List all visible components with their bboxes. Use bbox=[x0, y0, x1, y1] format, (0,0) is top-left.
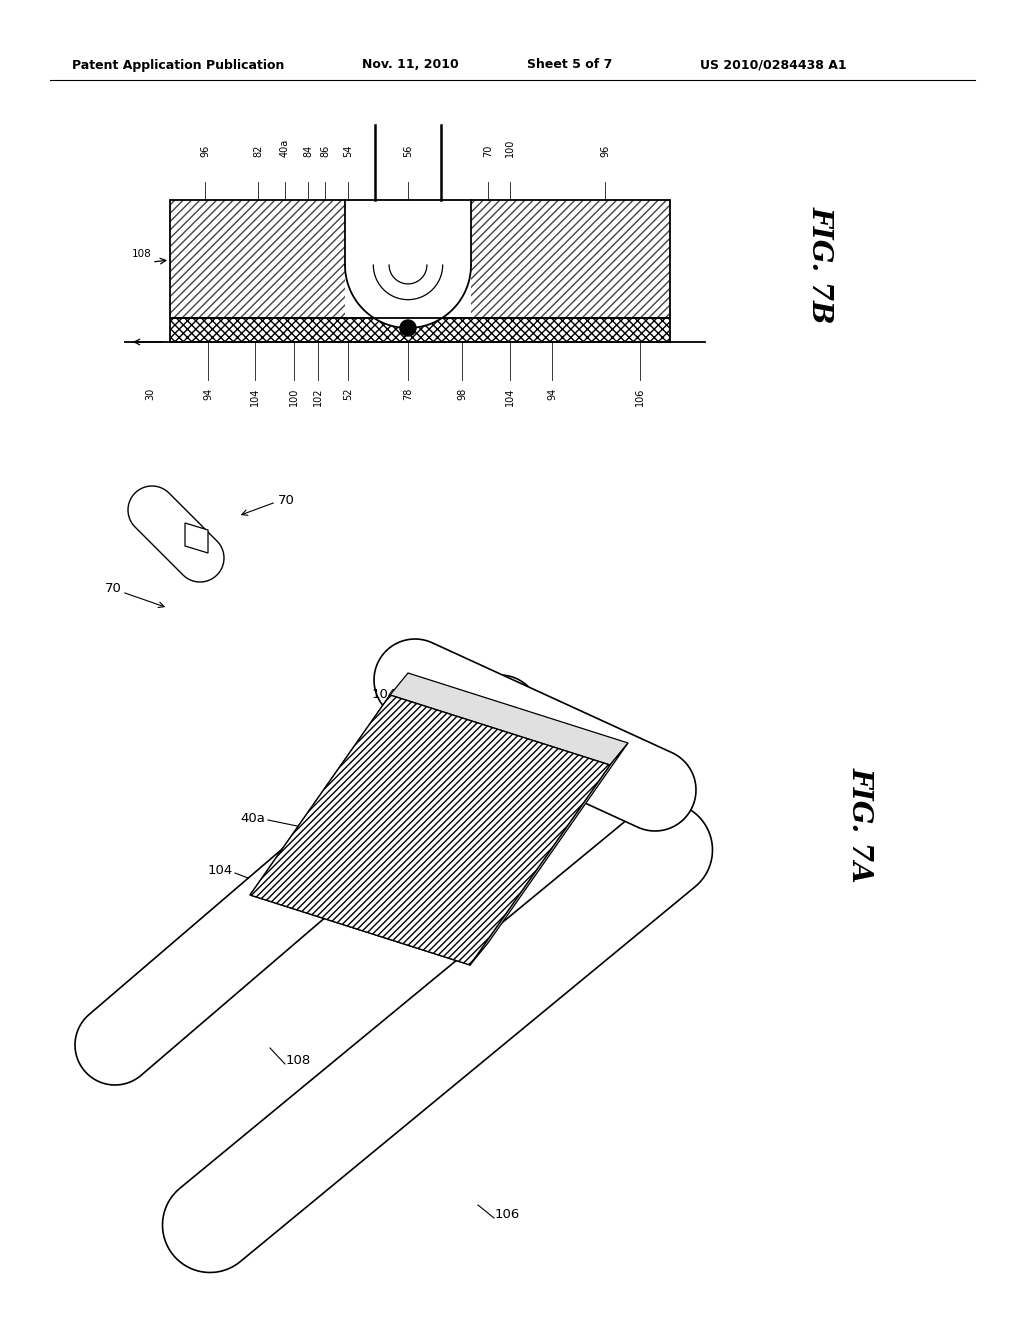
Text: 94: 94 bbox=[547, 388, 557, 400]
Text: 102: 102 bbox=[313, 388, 323, 407]
Text: 70: 70 bbox=[483, 145, 493, 157]
Polygon shape bbox=[250, 696, 610, 965]
Text: 70: 70 bbox=[278, 494, 295, 507]
Text: 52: 52 bbox=[343, 388, 353, 400]
Text: FIG. 7B: FIG. 7B bbox=[807, 206, 834, 323]
Text: 86: 86 bbox=[319, 145, 330, 157]
Polygon shape bbox=[374, 639, 696, 832]
Text: 54: 54 bbox=[343, 145, 353, 157]
Text: FIG. 7A: FIG. 7A bbox=[847, 767, 873, 883]
Text: 96: 96 bbox=[200, 145, 210, 157]
Text: 104: 104 bbox=[372, 689, 397, 701]
Polygon shape bbox=[185, 523, 208, 553]
Text: 30: 30 bbox=[145, 388, 155, 400]
Bar bbox=[471, 201, 670, 318]
Polygon shape bbox=[345, 201, 471, 327]
Text: US 2010/0284438 A1: US 2010/0284438 A1 bbox=[700, 58, 847, 71]
Text: 100: 100 bbox=[289, 388, 299, 407]
Text: 108: 108 bbox=[132, 249, 152, 259]
Polygon shape bbox=[250, 696, 610, 965]
Text: 98: 98 bbox=[457, 388, 467, 400]
Polygon shape bbox=[128, 486, 224, 582]
Text: 96: 96 bbox=[600, 145, 610, 157]
Text: 84: 84 bbox=[303, 145, 313, 157]
Text: 70: 70 bbox=[105, 582, 122, 594]
Bar bbox=[170, 318, 670, 342]
Polygon shape bbox=[390, 673, 628, 766]
Text: 100: 100 bbox=[505, 139, 515, 157]
Polygon shape bbox=[75, 675, 540, 1085]
Bar bbox=[345, 318, 471, 327]
Text: Patent Application Publication: Patent Application Publication bbox=[72, 58, 285, 71]
Text: Sheet 5 of 7: Sheet 5 of 7 bbox=[527, 58, 612, 71]
Polygon shape bbox=[470, 743, 628, 965]
Bar bbox=[170, 201, 345, 318]
Polygon shape bbox=[163, 803, 713, 1272]
Text: 104: 104 bbox=[505, 388, 515, 407]
Text: 104: 104 bbox=[250, 388, 260, 407]
Text: 104: 104 bbox=[208, 863, 233, 876]
Text: 94: 94 bbox=[203, 388, 213, 400]
Text: 108: 108 bbox=[286, 1053, 311, 1067]
Text: 56: 56 bbox=[403, 145, 413, 157]
Text: 82: 82 bbox=[253, 145, 263, 157]
Text: 94: 94 bbox=[570, 777, 587, 791]
Circle shape bbox=[400, 319, 416, 337]
Text: 40a: 40a bbox=[280, 139, 290, 157]
Text: 106: 106 bbox=[495, 1209, 520, 1221]
Text: Nov. 11, 2010: Nov. 11, 2010 bbox=[362, 58, 459, 71]
Text: 78: 78 bbox=[403, 388, 413, 400]
Bar bbox=[170, 201, 670, 318]
Text: 40a: 40a bbox=[240, 812, 265, 825]
Text: 106: 106 bbox=[635, 388, 645, 407]
